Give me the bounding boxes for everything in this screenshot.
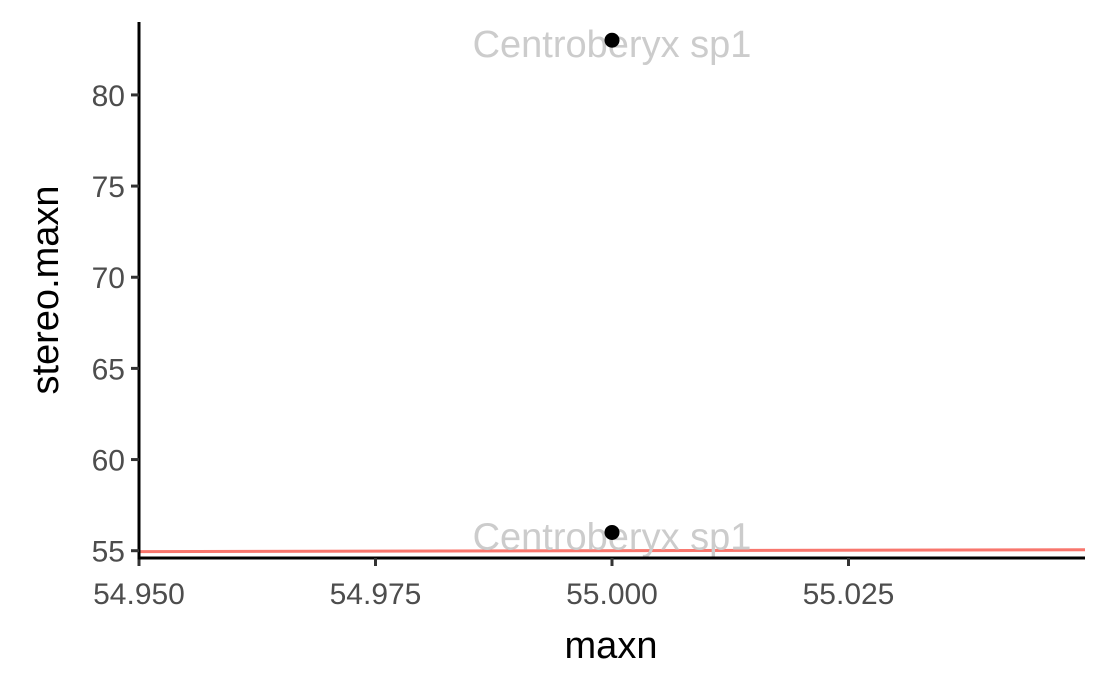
y-tick-label: 70 <box>92 262 125 295</box>
data-point <box>604 524 620 540</box>
y-tick-label: 75 <box>92 171 125 204</box>
y-tick-label: 65 <box>92 353 125 386</box>
x-axis: 54.950 54.975 55.000 55.025 <box>93 556 1085 611</box>
y-tick-label: 80 <box>92 80 125 113</box>
y-tick-label: 60 <box>92 445 125 478</box>
y-axis: 55 60 65 70 75 80 <box>92 22 141 569</box>
y-axis-title: stereo.maxn <box>25 185 67 394</box>
points-layer <box>604 32 620 540</box>
reference-line <box>139 548 1085 554</box>
x-tick-label: 54.975 <box>330 578 422 611</box>
y-tick-label: 55 <box>92 536 125 569</box>
data-point <box>604 32 620 48</box>
x-axis-title: maxn <box>565 625 658 667</box>
x-tick-label: 55.025 <box>803 578 895 611</box>
x-tick-label: 54.950 <box>93 578 185 611</box>
x-tick-label: 55.000 <box>566 578 658 611</box>
reference-line-layer <box>139 548 1085 554</box>
